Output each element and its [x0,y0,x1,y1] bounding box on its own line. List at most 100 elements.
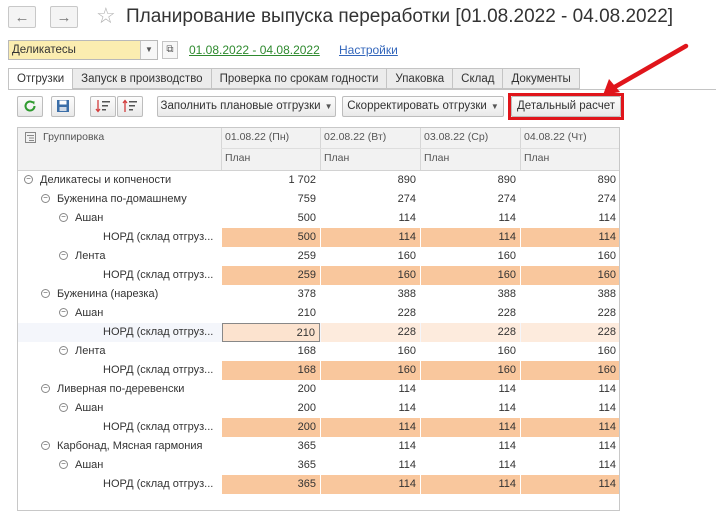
favorite-star-icon[interactable]: ☆ [96,3,116,28]
plan-cell[interactable]: 114 [521,418,619,437]
forward-button[interactable]: → [50,6,78,28]
plan-cell[interactable]: 160 [397,250,416,262]
plan-cell[interactable]: 114 [498,459,516,471]
plan-cell[interactable]: 114 [498,383,516,395]
plan-cell[interactable]: 890 [597,174,616,186]
table-row-leaf[interactable]: НОРД (склад отгруз... 200 114 114 114 [18,418,619,437]
plan-cell[interactable]: 114 [598,212,616,224]
plan-cell[interactable]: 378 [297,288,316,300]
plan-cell[interactable]: 160 [597,250,616,262]
plan-cell[interactable]: 500 [222,228,320,247]
collapse-toggle-icon[interactable]: − [59,403,68,412]
plan-cell[interactable]: 160 [597,345,616,357]
collapse-toggle-icon[interactable]: − [59,308,68,317]
plan-cell[interactable]: 114 [398,402,416,414]
plan-cell[interactable]: 160 [521,361,619,380]
plan-cell[interactable]: 160 [321,266,420,285]
table-row-leaf[interactable]: НОРД (склад отгруз... 365 114 114 114 [18,475,619,494]
plan-cell[interactable]: 274 [597,193,616,205]
collapse-toggle-icon[interactable]: − [24,175,33,184]
plan-cell[interactable]: 114 [498,212,516,224]
table-row-leaf[interactable]: НОРД (склад отгруз... 210 228 228 228 [18,323,619,342]
plan-cell[interactable]: 114 [598,459,616,471]
plan-cell[interactable]: 274 [497,193,516,205]
sort-ascending-button[interactable] [90,96,116,117]
organization-select[interactable]: Деликатесы ▼ [8,40,158,60]
tab-warehouse[interactable]: Склад [453,68,504,89]
tab-expiry-check[interactable]: Проверка по срокам годности [211,68,388,89]
table-row-group[interactable]: − Ашан 365 114 114 114 [18,456,619,475]
plan-cell[interactable]: 114 [498,402,516,414]
collapse-toggle-icon[interactable]: − [41,194,50,203]
plan-cell[interactable]: 114 [398,383,416,395]
plan-cell[interactable]: 114 [321,228,420,247]
plan-cell[interactable]: 160 [397,345,416,357]
plan-cell[interactable]: 114 [421,418,520,437]
plan-cell[interactable]: 1 702 [288,174,316,186]
back-button[interactable]: ← [8,6,36,28]
plan-cell[interactable]: 114 [521,228,619,247]
plan-cell[interactable]: 365 [297,440,316,452]
plan-cell[interactable]: 114 [598,402,616,414]
table-row-leaf[interactable]: НОРД (склад отгруз... 259 160 160 160 [18,266,619,285]
plan-cell[interactable]: 228 [321,323,420,342]
collapse-toggle-icon[interactable]: − [59,460,68,469]
plan-cell[interactable]: 200 [297,402,316,414]
collapse-toggle-icon[interactable]: − [41,289,50,298]
plan-cell[interactable]: 259 [222,266,320,285]
grouping-header[interactable]: Группировка [43,131,105,143]
plan-cell[interactable]: 388 [597,288,616,300]
tab-documents[interactable]: Документы [503,68,580,89]
collapse-toggle-icon[interactable]: − [59,251,68,260]
plan-cell[interactable]: 200 [297,383,316,395]
table-row-group[interactable]: − Лента 168 160 160 160 [18,342,619,361]
table-row-group[interactable]: − Ливерная по-деревенски 200 114 114 114 [18,380,619,399]
plan-cell[interactable]: 114 [421,475,520,494]
plan-cell[interactable]: 228 [397,307,416,319]
column-header-date[interactable]: 04.08.22 (Чт) [524,131,587,143]
plan-cell[interactable]: 160 [321,361,420,380]
collapse-toggle-icon[interactable]: − [41,384,50,393]
detailed-calculation-button[interactable]: Детальный расчет [511,96,621,117]
plan-cell[interactable]: 210 [222,323,320,342]
plan-cell[interactable]: 114 [498,440,516,452]
column-header-date[interactable]: 01.08.22 (Пн) [225,131,290,143]
plan-cell[interactable]: 388 [497,288,516,300]
plan-cell[interactable]: 114 [521,475,619,494]
fill-planned-shipments-button[interactable]: Заполнить плановые отгрузки ▼ [157,96,336,117]
period-link[interactable]: 01.08.2022 - 04.08.2022 [189,43,320,57]
sort-descending-button[interactable] [117,96,143,117]
table-row-group[interactable]: − Буженина по-домашнему 759 274 274 274 [18,190,619,209]
table-row-leaf[interactable]: НОРД (склад отгруз... 500 114 114 114 [18,228,619,247]
plan-cell[interactable]: 228 [597,307,616,319]
plan-cell[interactable]: 114 [598,440,616,452]
table-row-group[interactable]: − Лента 259 160 160 160 [18,247,619,266]
column-header-date[interactable]: 02.08.22 (Вт) [324,131,387,143]
refresh-button[interactable] [17,96,43,117]
plan-cell[interactable]: 228 [521,323,619,342]
plan-cell[interactable]: 388 [397,288,416,300]
plan-cell[interactable]: 114 [398,459,416,471]
table-row-group[interactable]: − Ашан 200 114 114 114 [18,399,619,418]
tab-packing[interactable]: Упаковка [387,68,454,89]
plan-cell[interactable]: 259 [297,250,316,262]
dropdown-arrow-icon[interactable]: ▼ [140,41,157,59]
table-row-group[interactable]: − Деликатесы и копчености 1 702 890 890 890 [18,171,619,190]
plan-cell[interactable]: 228 [497,307,516,319]
plan-cell[interactable]: 210 [297,307,316,319]
open-organization-button[interactable]: ⧉ [162,41,178,59]
table-row-group[interactable]: − Карбонад, Мясная гармония 365 114 114 114 [18,437,619,456]
plan-cell[interactable]: 114 [598,383,616,395]
plan-cell[interactable]: 890 [497,174,516,186]
plan-cell[interactable]: 114 [321,475,420,494]
plan-cell[interactable]: 114 [421,228,520,247]
plan-cell[interactable]: 168 [222,361,320,380]
column-header-date[interactable]: 03.08.22 (Ср) [424,131,489,143]
adjust-shipments-button[interactable]: Скорректировать отгрузки ▼ [342,96,504,117]
tab-production-launch[interactable]: Запуск в производство [73,68,212,89]
settings-link[interactable]: Настройки [339,43,398,57]
plan-cell[interactable]: 160 [497,250,516,262]
plan-cell[interactable]: 160 [421,361,520,380]
table-row-group[interactable]: − Ашан 210 228 228 228 [18,304,619,323]
plan-cell[interactable]: 160 [521,266,619,285]
